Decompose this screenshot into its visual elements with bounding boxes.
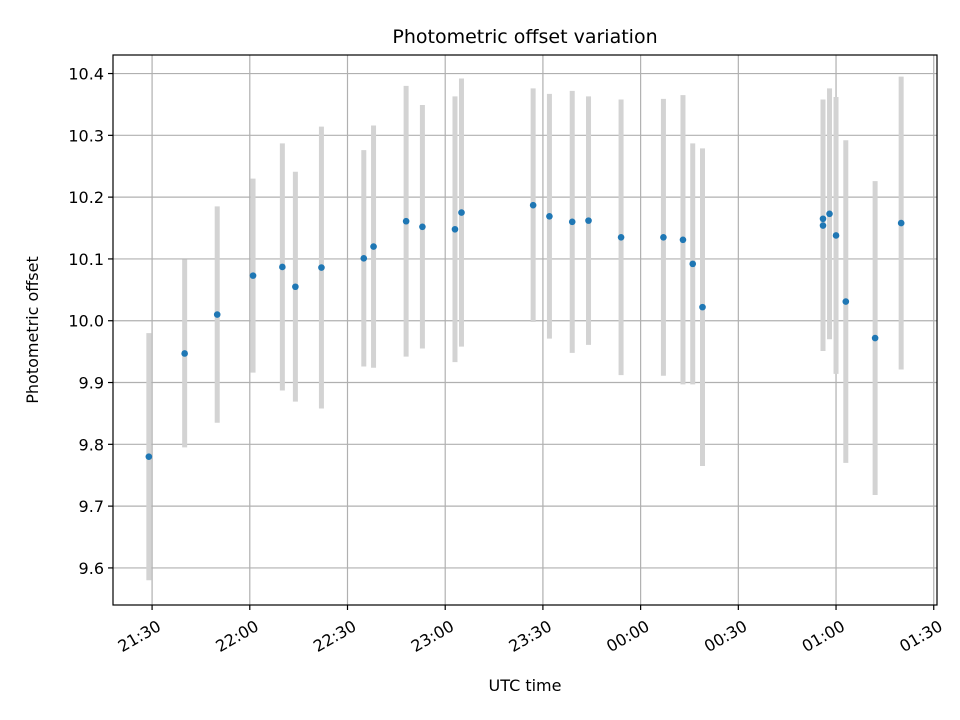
y-tick-label: 9.7	[79, 497, 104, 516]
data-point	[826, 210, 833, 218]
data-point	[402, 217, 410, 225]
data-points	[145, 201, 905, 460]
data-point	[181, 350, 188, 357]
data-point	[568, 218, 576, 226]
data-point	[617, 234, 625, 241]
data-point	[370, 243, 377, 250]
y-tick-label: 10.2	[68, 188, 104, 207]
y-tick-label: 9.8	[79, 435, 104, 454]
x-axis-title: UTC time	[489, 676, 562, 695]
data-point	[679, 236, 687, 244]
data-point	[871, 334, 879, 342]
data-point	[585, 217, 592, 224]
data-point	[660, 234, 667, 241]
y-tick-label: 10.3	[68, 126, 104, 145]
data-point	[897, 219, 905, 227]
data-point	[318, 264, 325, 271]
data-point	[213, 311, 221, 318]
data-point	[458, 209, 465, 216]
y-axis: 9.6 9.7 9.8 9.9 10.0 10.1 10.2 10.3 10.4	[68, 65, 113, 578]
grid	[113, 55, 937, 605]
data-point	[249, 272, 257, 279]
y-tick-label: 10.1	[68, 250, 104, 269]
data-point	[279, 263, 286, 271]
y-tick-label: 10.4	[68, 65, 104, 84]
data-point	[819, 222, 827, 229]
data-point	[832, 232, 840, 239]
data-point	[451, 225, 459, 233]
data-point	[546, 212, 553, 220]
data-point	[145, 453, 153, 460]
data-point	[819, 215, 827, 223]
y-axis-title: Photometric offset	[23, 256, 42, 404]
y-tick-label: 10.0	[68, 312, 104, 331]
data-point	[419, 223, 426, 231]
y-tick-label: 9.9	[79, 374, 104, 393]
data-point	[292, 283, 299, 291]
y-tick-label: 9.6	[79, 559, 104, 578]
data-point	[360, 255, 368, 262]
data-point	[699, 303, 706, 311]
data-point	[842, 298, 850, 305]
chart-title: Photometric offset variation	[392, 26, 657, 48]
plot-frame	[112, 54, 938, 606]
data-point	[689, 260, 697, 268]
data-point	[529, 201, 537, 209]
